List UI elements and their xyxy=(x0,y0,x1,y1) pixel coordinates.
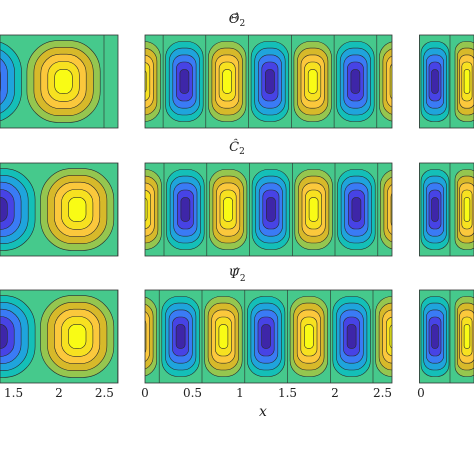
middle-row-2-cell-2-level-5 xyxy=(180,197,191,222)
middle-row-1-cell-5-level-5 xyxy=(307,69,318,94)
right-row-2-cell-b-level-5 xyxy=(463,197,471,222)
left-x-tick-label: 1.5 xyxy=(4,386,23,400)
panel-title-2: Ĉ2 xyxy=(229,138,245,157)
middle-row-3-cell-7-level-4 xyxy=(386,316,392,357)
middle-row-2-cell-3-level-5 xyxy=(223,197,233,222)
right-row-2-cell-a-level-5 xyxy=(431,197,439,222)
middle-row-2-cell-5-level-5 xyxy=(308,197,319,222)
middle-x-tick-label: 0 xyxy=(141,386,149,400)
middle-row-3-cell-1-level-4 xyxy=(145,319,147,354)
panel-middle-row-3 xyxy=(133,289,393,384)
middle-x-tick-label: 2 xyxy=(331,386,339,400)
left-x-tick-label: 2 xyxy=(55,386,63,400)
left-row-1-cell-a-level-5 xyxy=(54,68,73,94)
middle-row-1-cell-1-level-4 xyxy=(145,62,151,101)
right-row-3-cell-b-level-5 xyxy=(463,324,471,349)
panel-left-row-2 xyxy=(0,162,119,257)
left-row-1-cell-b-level-3 xyxy=(0,57,8,106)
middle-row-3-cell-5-level-5 xyxy=(304,324,314,349)
middle-row-2-cell-1-level-4 xyxy=(145,189,151,230)
middle-x-tick-label: 1.5 xyxy=(278,386,297,400)
panel-middle-row-2 xyxy=(144,162,404,257)
middle-row-3-cell-1-level-5 xyxy=(133,325,142,349)
right-row-1-cell-a-level-5 xyxy=(431,69,439,94)
panel-title-3: Ψ̂2 xyxy=(228,267,245,284)
middle-row-3-cell-3-level-5 xyxy=(218,324,229,349)
middle-row-3-cell-2-level-5 xyxy=(175,324,186,349)
middle-row-2-cell-1-level-5 xyxy=(145,197,148,222)
middle-row-2-cell-4-level-5 xyxy=(266,197,276,222)
middle-x-tick-label: 1 xyxy=(236,386,244,400)
panel-left-row-1 xyxy=(0,34,119,129)
left-row-3-cell-b-level-5 xyxy=(0,324,8,349)
panel-left-row-3 xyxy=(0,289,119,384)
right-x-tick-label: 0 xyxy=(417,386,425,400)
panel-title-1: Θ̂2 xyxy=(229,12,245,29)
left-row-2-cell-b-level-5 xyxy=(0,197,8,222)
panel-middle-row-1 xyxy=(144,34,403,129)
middle-row-2-cell-7-level-5 xyxy=(395,198,404,222)
panel-right-row-3 xyxy=(419,289,474,384)
middle-row-3-cell-7-level-5 xyxy=(389,324,392,349)
panel-right-row-1 xyxy=(419,34,474,129)
left-x-tick-label: 2.5 xyxy=(95,386,114,400)
left-row-3-cell-a-level-5 xyxy=(68,323,87,349)
middle-row-1-cell-4-level-5 xyxy=(265,69,275,94)
middle-x-tick-label: 0.5 xyxy=(183,386,202,400)
middle-x-tick-label: 2.5 xyxy=(373,386,392,400)
left-row-2-cell-a-level-5 xyxy=(68,196,87,222)
x-axis-label: x xyxy=(259,404,267,420)
right-row-1-cell-b-level-5 xyxy=(463,69,471,94)
middle-row-1-cell-7-level-5 xyxy=(394,70,403,94)
right-row-3-cell-a-level-5 xyxy=(431,324,439,349)
panel-right-row-2 xyxy=(419,162,474,257)
middle-row-3-cell-4-level-5 xyxy=(261,324,271,349)
middle-row-2-cell-6-level-5 xyxy=(351,197,362,222)
middle-row-1-cell-3-level-5 xyxy=(222,69,232,94)
middle-row-3-cell-6-level-5 xyxy=(346,324,357,349)
middle-row-1-cell-6-level-5 xyxy=(350,69,361,94)
middle-row-1-cell-7-level-4 xyxy=(389,63,392,100)
middle-row-2-cell-7-level-4 xyxy=(390,192,392,227)
middle-row-1-cell-2-level-5 xyxy=(179,69,190,94)
